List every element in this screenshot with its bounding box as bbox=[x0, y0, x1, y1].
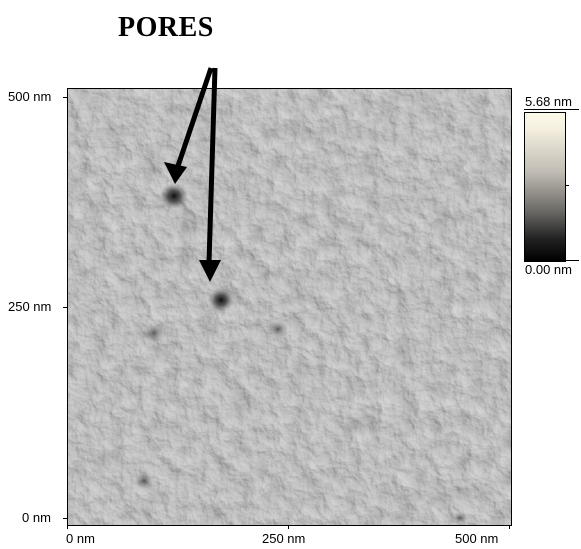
colorbar-max-underline bbox=[524, 109, 579, 110]
x-axis-right-label: 500 nm bbox=[455, 531, 499, 546]
colorbar-min-line bbox=[524, 260, 579, 261]
y-axis-middle-label: 250 nm bbox=[8, 299, 52, 314]
surface-pit-3 bbox=[134, 473, 154, 489]
afm-surface-svg bbox=[68, 89, 511, 525]
height-colorbar bbox=[524, 112, 566, 262]
pore-1 bbox=[160, 183, 188, 209]
surface-texture bbox=[68, 89, 511, 525]
x-axis-left-label: 0 nm bbox=[66, 531, 95, 546]
pore-2 bbox=[208, 288, 234, 312]
y-tick-middle bbox=[63, 307, 68, 308]
x-tick-left bbox=[67, 524, 68, 529]
y-tick-bottom bbox=[63, 518, 68, 519]
colorbar-max-label: 5.68 nm bbox=[525, 94, 572, 109]
colorbar-min-label: 0.00 nm bbox=[525, 262, 572, 277]
surface-pit-4 bbox=[452, 512, 468, 524]
surface-pit-2 bbox=[267, 320, 289, 338]
pores-annotation-label: PORES bbox=[118, 12, 214, 43]
colorbar-mid-tick bbox=[565, 185, 569, 186]
surface-pit-1 bbox=[143, 323, 165, 343]
x-tick-right bbox=[509, 524, 510, 529]
afm-surface-image bbox=[67, 88, 512, 526]
x-tick-middle bbox=[288, 524, 289, 529]
x-axis-middle-label: 250 nm bbox=[262, 531, 306, 546]
y-tick-top bbox=[63, 97, 68, 98]
y-axis-bottom-label: 0 nm bbox=[22, 510, 51, 525]
y-axis-top-label: 500 nm bbox=[8, 89, 52, 104]
